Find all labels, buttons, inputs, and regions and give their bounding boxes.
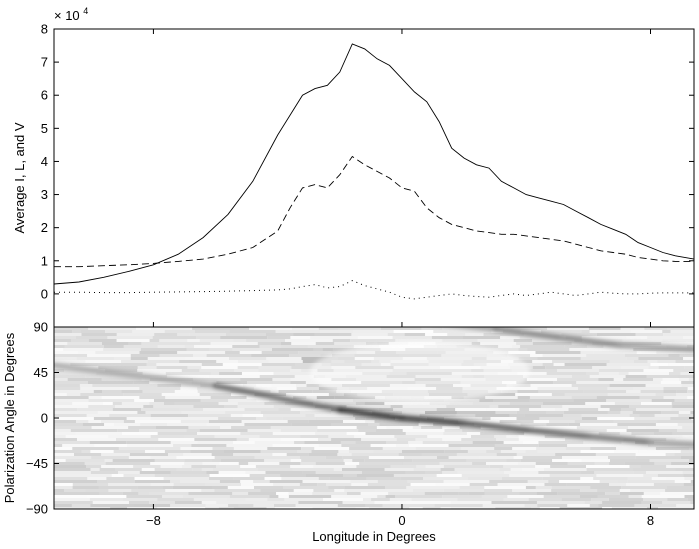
top-ytick-label: 3: [41, 187, 48, 202]
heatmap-area: [54, 327, 694, 509]
bottom-ytick-label: 90: [34, 320, 48, 335]
top-ylabel: Average I, L, and V: [12, 122, 27, 233]
top-ytick-label: 2: [41, 220, 48, 235]
top-yticks: 0 1 2 3 4 5 6 7 8: [41, 22, 694, 301]
heatmap-bright-region: [310, 342, 530, 402]
bottom-ytick-label: −45: [26, 456, 48, 471]
exponent-power: 4: [83, 6, 88, 16]
heatmap-track-upper: [450, 327, 694, 353]
top-ytick-label: 8: [41, 22, 48, 37]
bottom-xticks: −8 0 8: [146, 29, 654, 528]
top-ytick-label: 6: [41, 88, 48, 103]
top-series-group: [53, 43, 695, 300]
heatmap-track-main: [54, 362, 694, 448]
bottom-xtick-label: 8: [647, 513, 654, 528]
series-line-solid: [53, 43, 695, 285]
exponent-label: × 10 4: [54, 6, 88, 23]
top-plot-frame: [53, 28, 695, 328]
bottom-ytick-label: 45: [34, 365, 48, 380]
bottom-xlabel: Longitude in Degrees: [312, 529, 436, 544]
bottom-xtick-label: 0: [398, 513, 405, 528]
bottom-yticks: 90 45 0 −45 −90: [26, 320, 694, 517]
exponent-base: × 10: [54, 8, 80, 23]
top-ytick-label: 4: [41, 154, 48, 169]
series-line-dotted: [54, 280, 694, 300]
top-panel: 0 1 2 3 4 5 6 7 8 × 10 4 Average I, L, and V: [12, 6, 695, 328]
bottom-xtick-label: −8: [146, 513, 161, 528]
bottom-ylabel: Polarization Angle in Degrees: [2, 332, 17, 503]
bottom-ytick-label: −90: [26, 502, 48, 517]
series-line-dashed: [54, 155, 694, 268]
top-ytick-label: 7: [41, 55, 48, 70]
top-ytick-label: 1: [41, 253, 48, 268]
top-ytick-label: 5: [41, 121, 48, 136]
top-ytick-label: 0: [41, 286, 48, 301]
bottom-ytick-label: 0: [41, 411, 48, 426]
